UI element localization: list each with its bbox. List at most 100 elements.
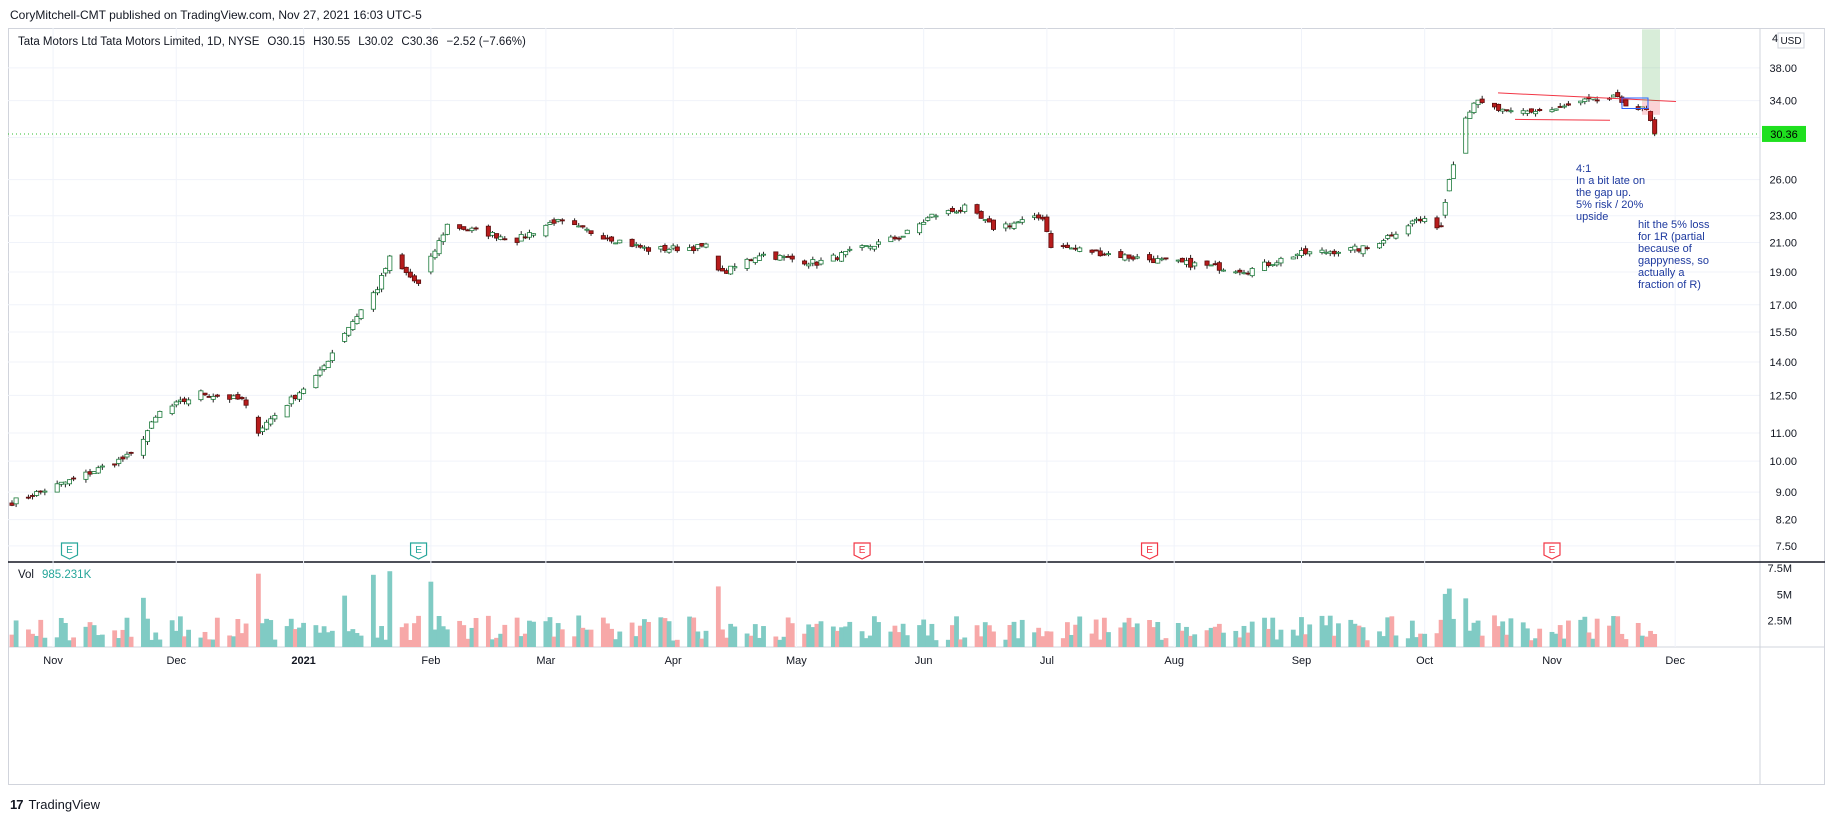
earnings-marker-label: E [66,545,73,556]
volume-bar [235,619,241,647]
candle-down [1060,245,1066,247]
volume-bar [1097,639,1103,647]
volume-bar [646,621,651,647]
volume-bar [1475,620,1481,647]
candle-up [1233,271,1239,274]
volume-bar [255,573,261,647]
volume-bar [432,629,438,647]
candle-up [260,427,266,432]
candle-up [1405,225,1411,235]
candle-up [329,352,335,361]
volume-bar [670,640,676,647]
volume-bar [1500,621,1506,647]
candle-up [806,263,812,267]
candle-down [773,251,779,260]
volume-bar [1208,627,1214,647]
volume-bar [317,632,323,647]
candle-up [42,490,48,493]
volume-bar [1553,633,1559,647]
volume-bar [141,597,146,647]
candle-down [580,225,586,228]
volume-bar [1524,628,1530,647]
volume-bar [888,631,894,647]
volume-bar [559,629,565,647]
candle-down [514,237,520,243]
candle-up [1208,264,1214,267]
candle-up [1348,247,1354,251]
candle-up [1381,240,1387,244]
loss-note-line: actually a [1638,267,1685,279]
volume-bar [231,636,237,647]
volume-bar [954,616,959,647]
volume-bar [375,637,380,647]
target-zone [1642,29,1660,102]
volume-bar [752,624,758,647]
candle-down [1356,248,1362,252]
volume-bar [1249,621,1255,647]
volume-bar [847,621,853,647]
last-price-label: 30.36 [1770,129,1798,141]
candle-up [1307,251,1313,255]
candle-down [978,211,984,219]
candle-up [1508,110,1514,113]
volume-bar [120,629,126,647]
volume-bar [440,626,446,647]
candle-up [666,249,672,253]
volume-bar [715,586,721,647]
volume-bar [387,571,393,647]
candle-up [62,481,68,485]
candle-down [1073,247,1079,250]
candle-up [584,228,590,231]
volume-bar [264,618,270,647]
price-tick-label: 19.00 [1769,267,1797,279]
volume-bar [407,639,413,647]
volume-bar [1270,617,1276,647]
volume-bar [1245,632,1251,647]
time-tick-label: May [786,655,807,667]
candle-down [691,246,697,252]
volume-bar [292,629,298,647]
time-tick-label: Nov [1542,655,1562,667]
candle-up [186,399,192,405]
volume-bar [1434,633,1440,647]
volume-bar [1348,619,1354,647]
volume-bar [1319,615,1325,647]
candle-up [728,265,734,275]
candle-up [58,481,64,485]
volume-bar [490,639,495,647]
candle-down [411,275,417,282]
resistance-trendline [1497,92,1677,102]
volume-bar [1451,618,1456,647]
candle-up [383,268,389,274]
volume-bar [1652,634,1658,647]
volume-bar [54,637,60,647]
ohlc-legend: Tata Motors Ltd Tata Motors Limited, 1D,… [18,36,526,48]
volume-bar [153,632,159,647]
volume-bar [748,635,754,647]
footer[interactable]: 17 TradingView [10,797,100,812]
candle-up [1323,251,1329,254]
volume-legend-label: Vol [18,569,34,581]
candle-up [1553,108,1559,111]
candle-up [1015,221,1021,224]
volume-bar [1438,619,1444,647]
candle-up [1003,223,1009,229]
time-tick-label: Sep [1292,655,1312,667]
volume-bar [26,629,31,647]
candle-up [756,255,762,261]
volume-bar [1069,634,1074,647]
volume-bar [297,627,302,647]
candle-down [1266,262,1272,267]
legend-high: H30.55 [313,36,350,48]
volume-bar [1323,625,1329,647]
candle-up [1393,233,1399,239]
candle-down [494,233,500,239]
candle-up [555,219,561,222]
legend-close: C30.36 [401,36,438,48]
candle-down [974,204,980,214]
legend-open: O30.15 [267,36,305,48]
volume-bar [202,631,208,647]
volume-bar [1615,616,1621,647]
candle-down [1036,214,1042,219]
